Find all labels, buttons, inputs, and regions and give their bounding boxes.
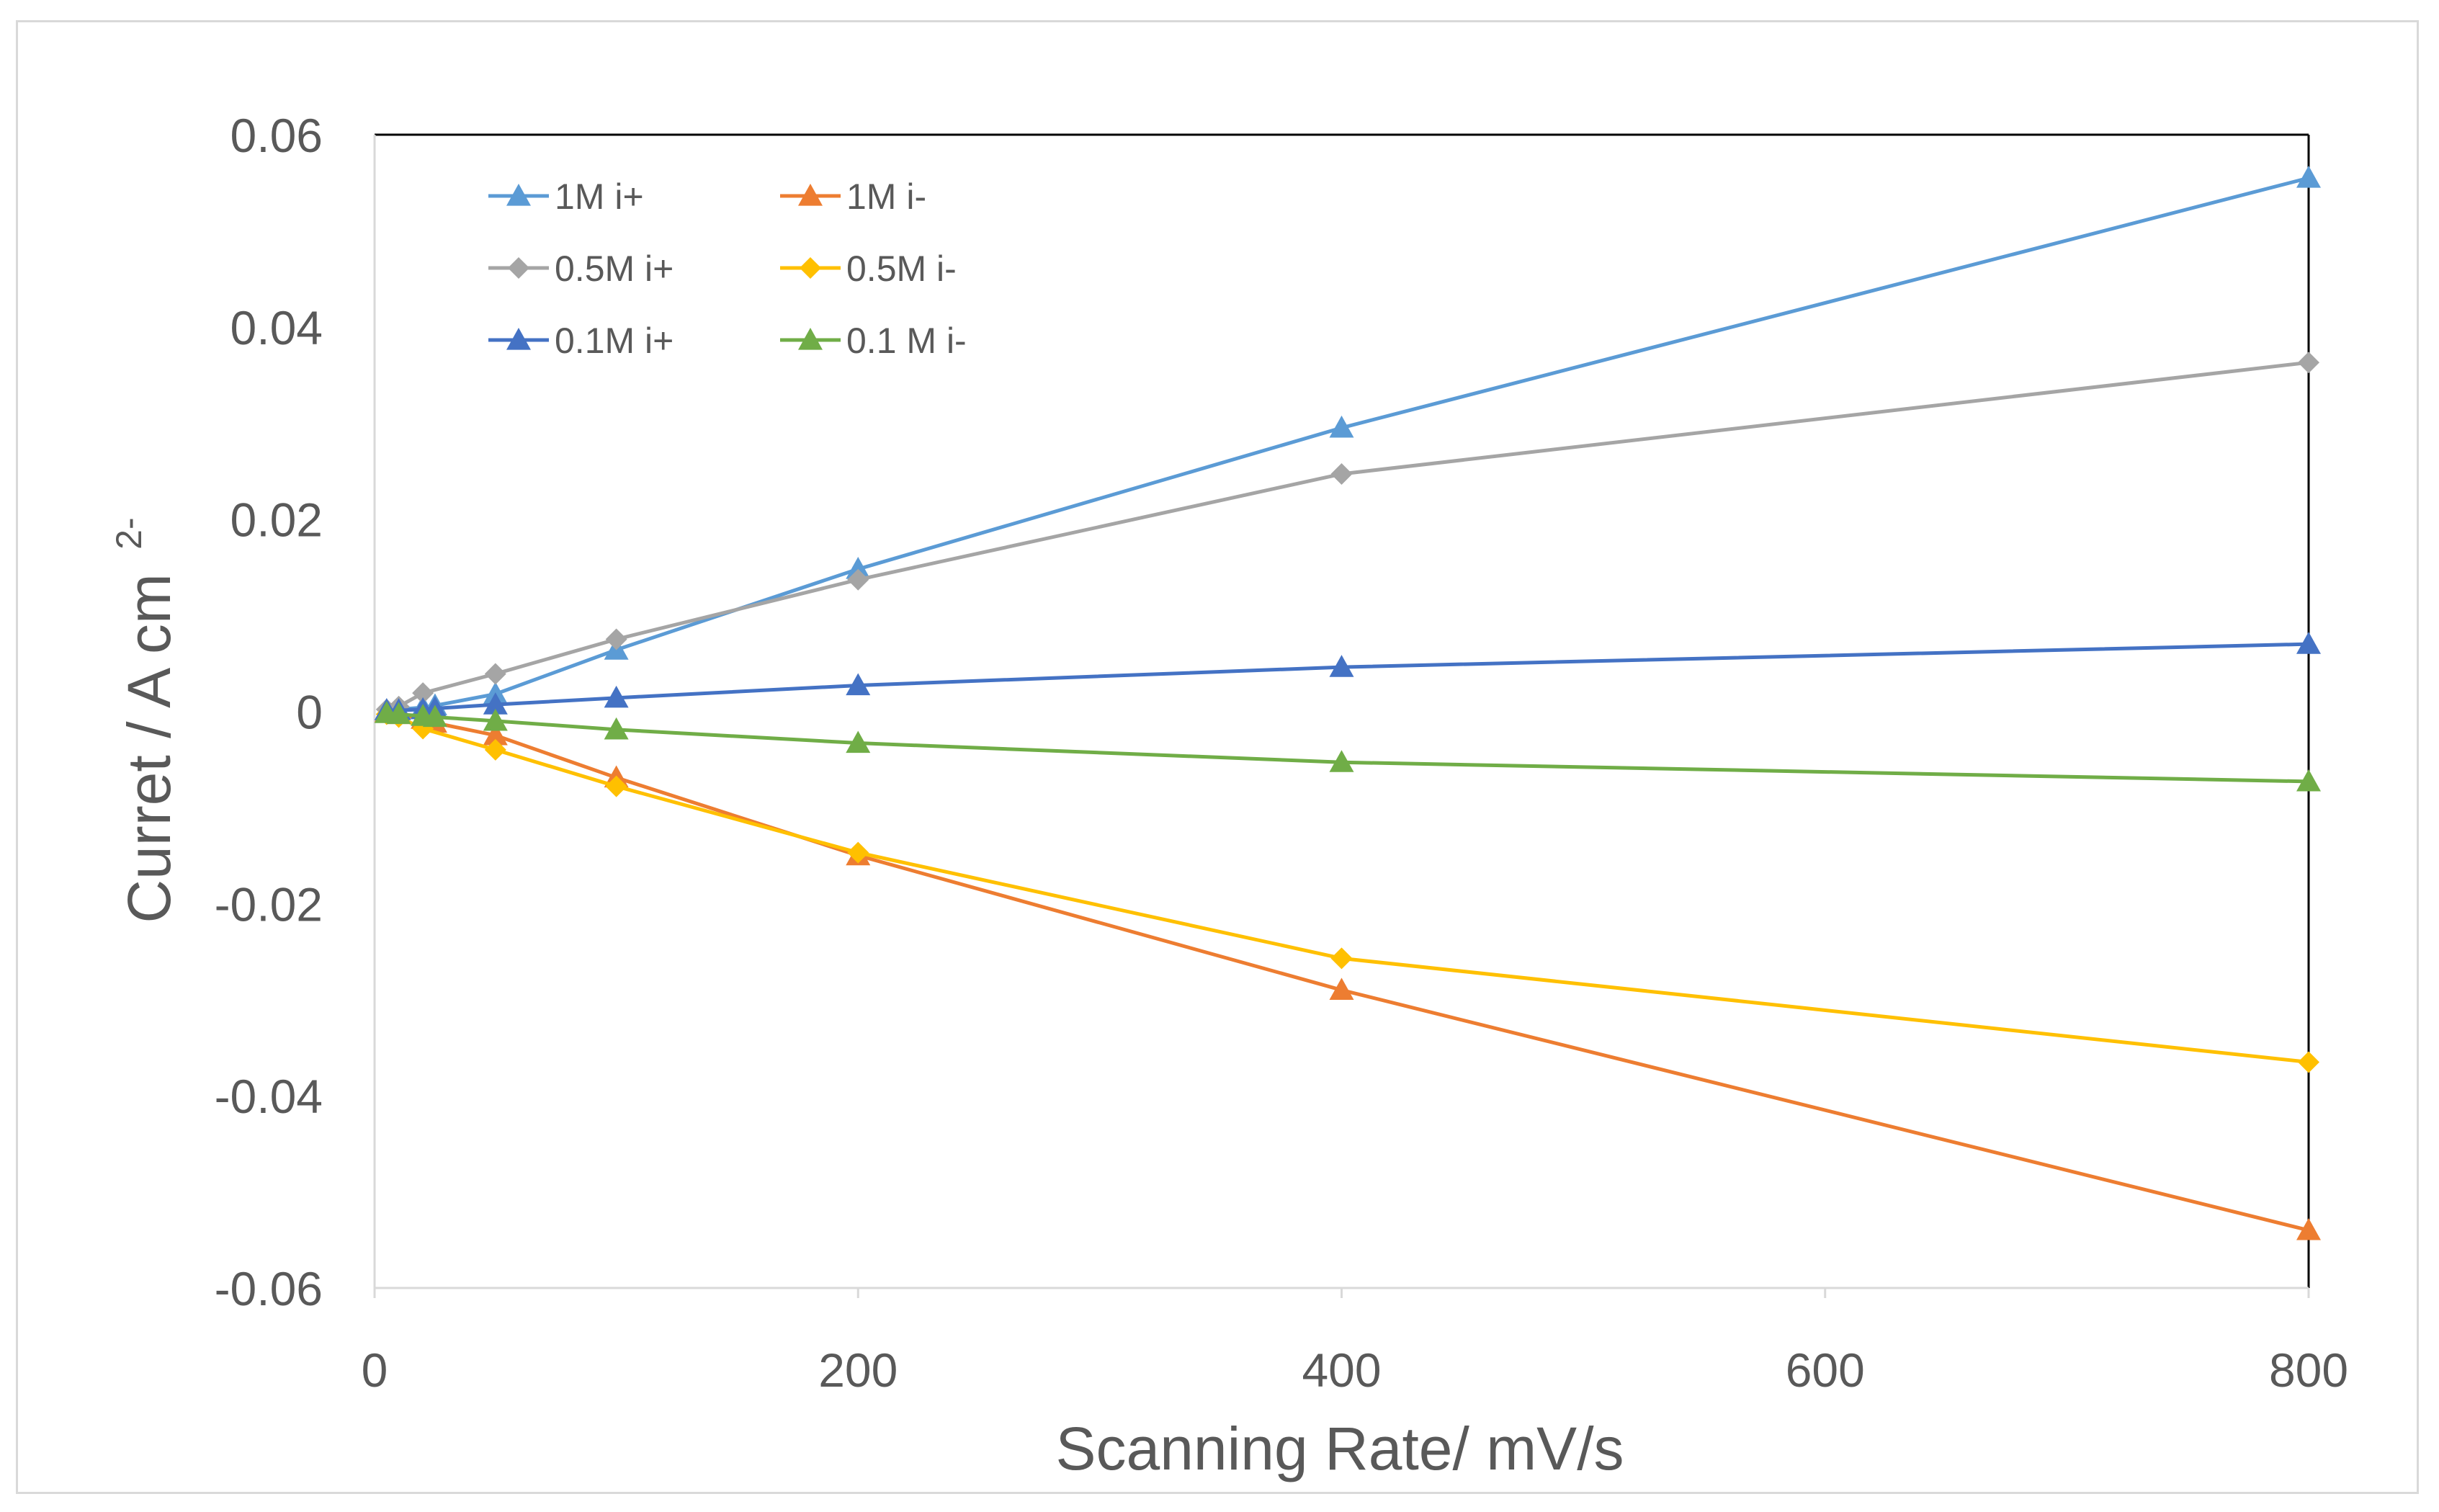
x-tick-label: 200 <box>818 1343 898 1397</box>
data-point <box>2298 352 2319 374</box>
series-0-5m-i <box>375 352 2319 720</box>
data-point <box>386 702 411 725</box>
data-point <box>1330 947 1353 970</box>
data-point <box>847 568 869 591</box>
data-point <box>2296 1217 2321 1240</box>
data-point <box>2296 769 2321 792</box>
legend-label: 1M i- <box>846 176 926 217</box>
data-point <box>484 663 506 685</box>
legend-label: 0.5M i- <box>846 249 957 289</box>
y-axis-label: Curret / A cm 2- <box>109 517 183 923</box>
y-axis: 0.06 0.04 0.02 0 -0.02 -0.04 -0.06 <box>215 109 323 1315</box>
legend-label: 0.1 M i- <box>846 321 967 361</box>
legend-item: 0.5M i+ <box>488 249 673 289</box>
data-point <box>483 723 508 746</box>
data-point <box>847 841 869 864</box>
legend-label: 1M i+ <box>555 176 644 217</box>
series-line <box>386 642 2309 712</box>
series-line <box>386 176 2309 712</box>
data-point <box>483 708 508 731</box>
y-tick-label: -0.06 <box>215 1262 323 1315</box>
data-point <box>484 738 506 761</box>
legend-item: 1M i+ <box>488 176 644 217</box>
data-point <box>605 628 627 650</box>
data-point <box>2296 166 2321 188</box>
y-tick-label: 0.02 <box>231 493 323 547</box>
legend-item: 0.1 M i- <box>780 321 967 361</box>
data-point <box>846 673 871 696</box>
legend-label: 0.1M i+ <box>555 321 673 361</box>
series-1m-i <box>374 699 2321 1240</box>
y-tick-label: 0.04 <box>231 301 323 354</box>
y-axis-label-main: Curret / A cm <box>115 573 183 923</box>
data-point <box>412 682 434 704</box>
y-tick-label: 0.06 <box>231 109 323 162</box>
series-0-1-m-i <box>374 701 2321 792</box>
data-point <box>846 557 871 579</box>
data-point <box>1329 978 1354 1001</box>
x-tick-label: 400 <box>1302 1343 1381 1397</box>
data-point <box>605 775 627 797</box>
data-point <box>1329 750 1354 772</box>
x-axis: 0 200 400 600 800 <box>362 1288 2348 1397</box>
data-point <box>1330 462 1353 485</box>
series-0-1m-i <box>374 632 2321 720</box>
legend-item: 0.5M i- <box>780 249 957 289</box>
legend-label: 0.5M i+ <box>555 249 673 289</box>
data-point <box>604 685 629 708</box>
series-line <box>386 710 2309 1233</box>
x-tick-label: 800 <box>2269 1343 2348 1397</box>
series-line <box>386 360 2309 712</box>
y-tick-label: -0.04 <box>215 1070 323 1123</box>
legend-swatch-marker <box>506 184 531 206</box>
plot-area <box>373 133 2310 1289</box>
x-axis-label: Scanning Rate/ mV/s <box>1055 1415 1624 1482</box>
legend-swatch-marker <box>800 257 821 279</box>
legend-swatch-marker <box>508 257 529 279</box>
series-layer <box>374 166 2321 1240</box>
data-point <box>604 717 629 740</box>
y-axis-label-superscript: 2- <box>109 517 149 549</box>
legend-swatch-marker <box>798 328 823 350</box>
legend-item: 1M i- <box>780 176 926 217</box>
legend-swatch-marker <box>798 184 823 206</box>
legend-item: 0.1M i+ <box>488 321 673 361</box>
legend: 1M i+ 1M i- 0.5M i+ 0.5M i- 0.1M i+ 0.1 M i- <box>488 176 967 361</box>
data-point <box>422 704 447 728</box>
data-point <box>2298 1051 2319 1073</box>
data-point <box>846 730 871 753</box>
data-point <box>1329 655 1354 677</box>
series-0-5m-i <box>375 703 2319 1073</box>
y-tick-label: -0.02 <box>215 877 323 931</box>
x-tick-label: 0 <box>362 1343 388 1397</box>
data-point <box>483 692 508 715</box>
x-tick-label: 600 <box>1786 1343 1865 1397</box>
legend-swatch-marker <box>506 328 531 350</box>
data-point <box>2296 632 2321 654</box>
y-tick-label: 0 <box>296 686 323 739</box>
data-point <box>1329 415 1354 438</box>
